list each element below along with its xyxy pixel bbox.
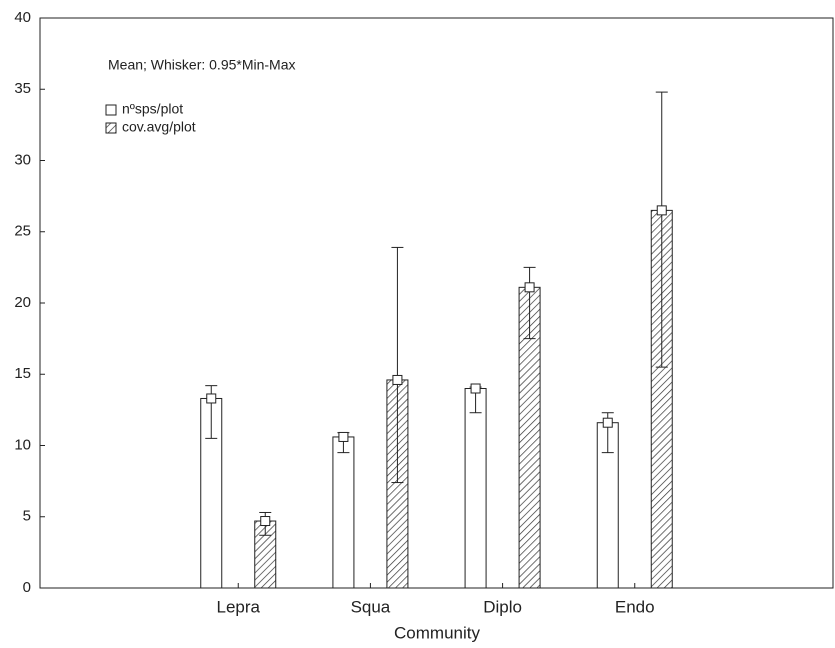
y-tick-label: 20 [14, 294, 31, 311]
y-tick-label: 10 [14, 436, 31, 453]
y-tick-label: 25 [14, 223, 31, 240]
x-tick-label: Lepra [217, 597, 261, 616]
x-tick-label: Diplo [483, 597, 522, 616]
mean-marker [470, 383, 481, 394]
y-tick-label: 15 [14, 365, 31, 382]
x-tick-label: Squa [351, 597, 391, 616]
y-tick-label: 5 [23, 508, 31, 525]
y-tick-label: 35 [14, 80, 31, 97]
legend-label: cov.avg/plot [122, 119, 196, 135]
legend-swatch [105, 104, 117, 116]
y-tick-label: 40 [14, 9, 31, 26]
mean-marker [524, 282, 535, 293]
mean-marker [260, 516, 271, 527]
mean-marker [392, 374, 403, 385]
x-axis-label: Community [394, 623, 480, 642]
x-tick-label: Endo [615, 597, 655, 616]
bar [464, 388, 487, 589]
mean-marker [602, 417, 613, 428]
mean-marker [206, 393, 217, 404]
annotation: Mean; Whisker: 0.95*Min-Max [108, 57, 296, 73]
bar [332, 436, 355, 589]
mean-marker [338, 431, 349, 442]
y-tick-label: 0 [23, 579, 31, 596]
y-tick-label: 30 [14, 151, 31, 168]
mean-marker [656, 205, 667, 216]
legend-label: nºsps/plot [122, 101, 183, 117]
legend-swatch [105, 122, 117, 134]
